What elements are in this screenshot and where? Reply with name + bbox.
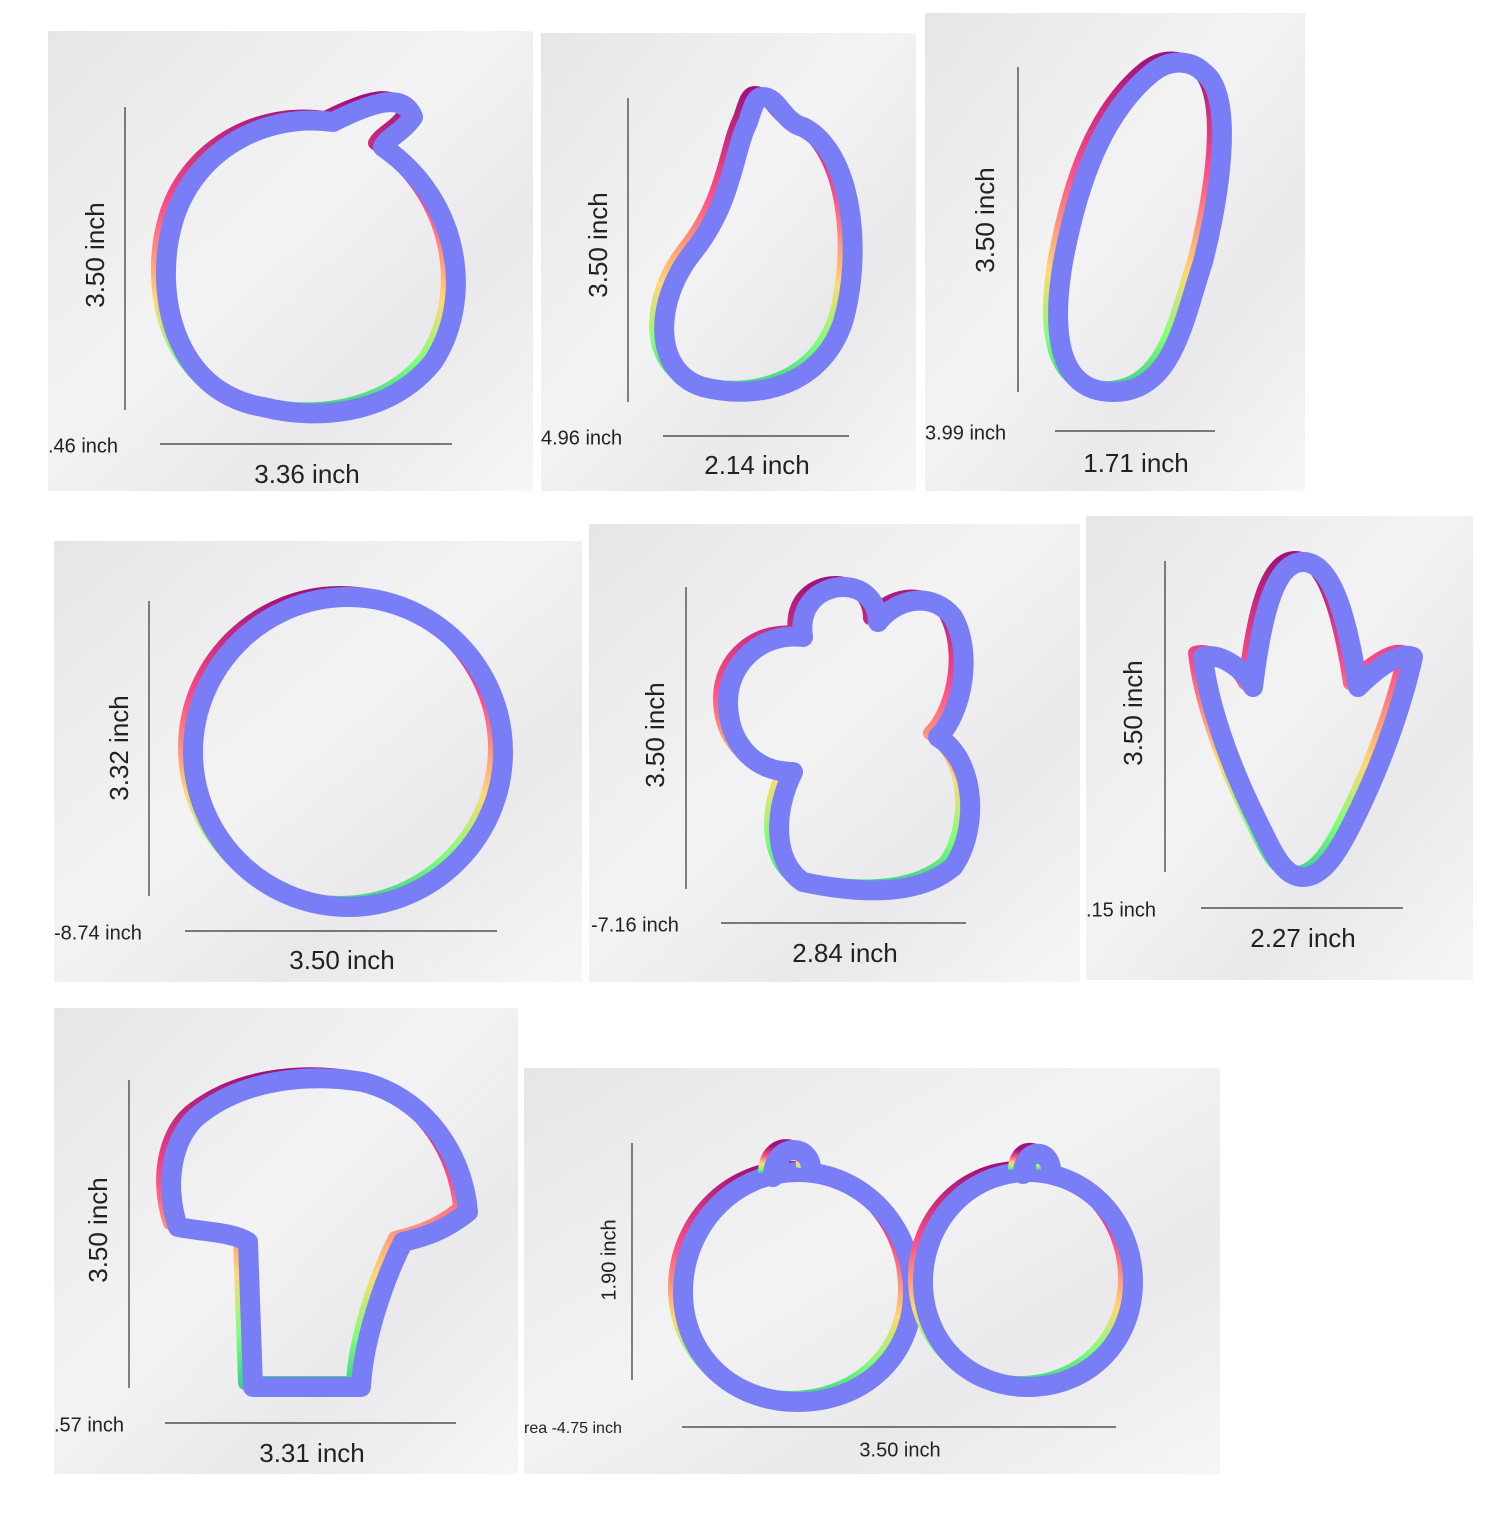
width-label: 2.84 inch [792,938,898,968]
area-label: 3.99 inch [925,422,1006,444]
height-label: 3.50 inch [80,202,110,308]
height-label: 3.50 inch [640,682,670,788]
height-label: 3.50 inch [583,192,613,298]
width-label: 1.71 inch [1083,448,1189,478]
cutter-outline [1193,552,1423,887]
cutter-outline [763,1140,821,1187]
area-label: -7.16 inch [591,914,679,936]
width-label: 2.14 inch [704,450,810,480]
product-panel: 3.50 inch 4.96 inch 2.14 inch [541,33,916,491]
product-panel: 3.50 inch .57 inch 3.31 inch [54,1008,518,1474]
product-panel: 3.50 inch -7.16 inch 2.84 inch [589,524,1080,982]
area-label: .57 inch [54,1414,124,1436]
product-panel: 1.90 inch rea -4.75 inch 3.50 inch [524,1068,1220,1474]
area-label: 4.96 inch [541,427,622,449]
area-label: rea -4.75 inch [524,1420,622,1437]
cutter-outline [913,1162,1143,1397]
cutter-outline [673,1162,923,1412]
marble-background [589,524,1080,982]
cutter-outline [155,92,466,424]
width-label: 3.50 inch [859,1439,940,1461]
marble-background [524,1068,1220,1474]
cutter-outline [161,1068,478,1397]
height-label: 3.50 inch [1118,660,1148,766]
area-label: -8.74 inch [54,922,142,944]
product-panel: 3.50 inch .46 inch 3.36 inch [48,31,533,491]
width-label: 2.27 inch [1250,923,1356,953]
cutter-outline [1013,1143,1061,1184]
width-label: 3.36 inch [254,459,360,489]
area-label: .46 inch [48,435,118,457]
product-panel: 3.32 inch -8.74 inch 3.50 inch [54,541,582,982]
cutter-outline [654,87,863,402]
width-label: 3.31 inch [259,1438,365,1468]
product-panel: 3.50 inch .15 inch 2.27 inch [1086,516,1473,980]
height-label: 3.50 inch [83,1177,113,1283]
area-label: .15 inch [1086,899,1156,921]
cutter-outline [1048,52,1232,402]
cutter-outline [183,587,513,917]
cutter-outline [718,577,981,901]
width-label: 3.50 inch [289,945,395,975]
height-label: 3.32 inch [104,695,134,801]
product-panel: 3.50 inch 3.99 inch 1.71 inch [925,13,1305,491]
height-label: 3.50 inch [970,167,1000,273]
height-label: 1.90 inch [598,1219,620,1300]
